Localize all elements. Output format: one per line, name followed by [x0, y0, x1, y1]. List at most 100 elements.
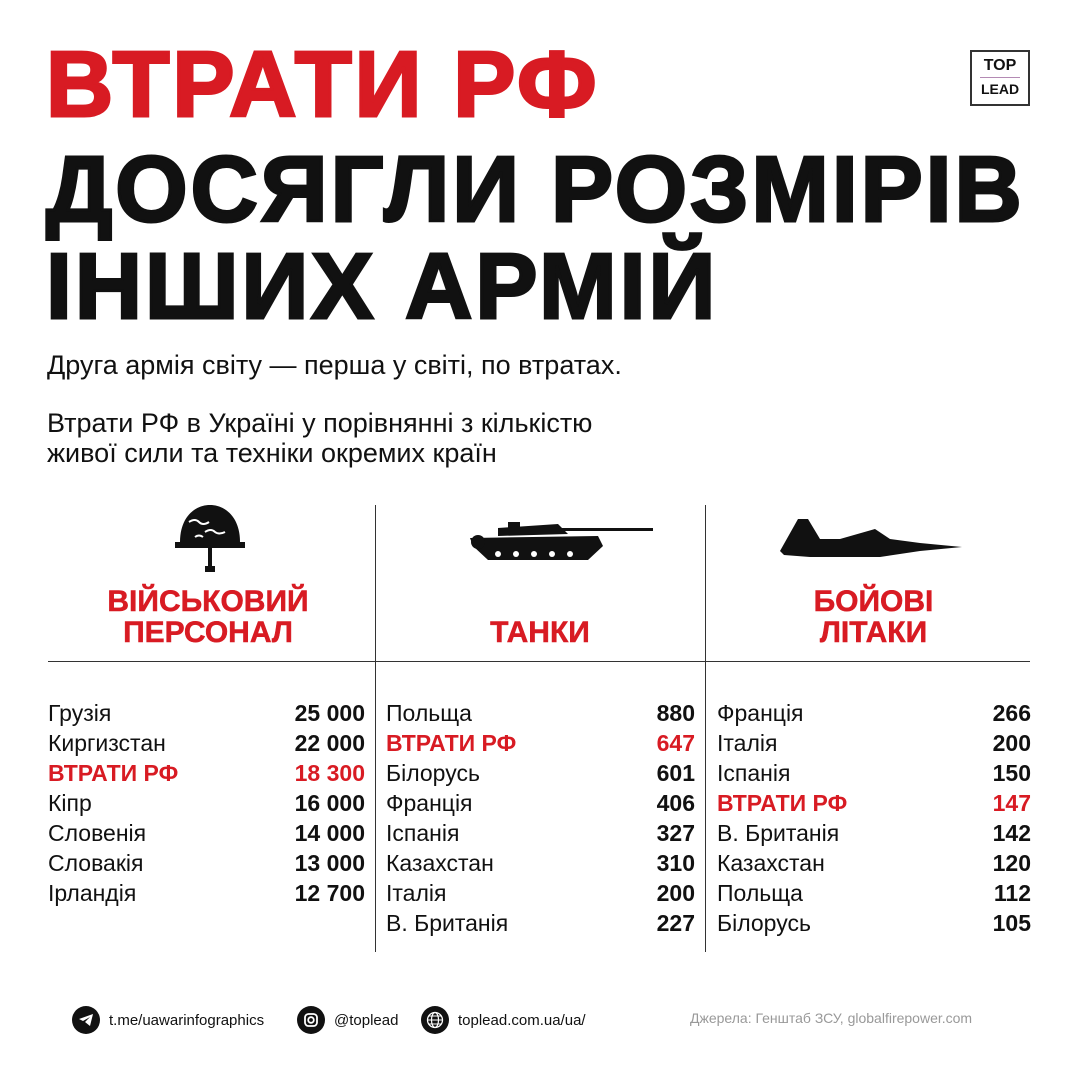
- value: 647: [656, 730, 695, 756]
- value: 105: [992, 910, 1031, 936]
- table-row: Італія 200: [717, 728, 1031, 758]
- table-row: ВТРАТИ РФ 147: [717, 788, 1031, 818]
- table-row: Польща 880: [386, 698, 695, 728]
- country-name: Польща: [386, 700, 472, 726]
- sources: Джерела: Генштаб ЗСУ, globalfirepower.co…: [690, 1010, 973, 1026]
- value: 142: [992, 820, 1031, 846]
- country-name: Словакія: [48, 850, 144, 876]
- telegram-link[interactable]: t.me/uawarinfographics: [109, 1011, 265, 1029]
- value: 200: [992, 730, 1031, 756]
- value: 120: [992, 850, 1031, 876]
- value: 880: [656, 700, 695, 726]
- table-row: Франція 406: [386, 788, 695, 818]
- country-name: Франція: [717, 700, 804, 726]
- value: 22 000: [294, 730, 365, 756]
- table-row: Казахстан 310: [386, 848, 695, 878]
- table-row: Іспанія 327: [386, 818, 695, 848]
- country-name: Франція: [386, 790, 473, 816]
- value: 112: [993, 880, 1031, 906]
- table-row: Киргизстан 22 000: [48, 728, 365, 758]
- footer-telegram[interactable]: t.me/uawarinfographics: [72, 1005, 264, 1035]
- table-row: Білорусь 601: [386, 758, 695, 788]
- category-tanks: ТАНКИ: [490, 616, 590, 649]
- table-row: Ірландія 12 700: [48, 878, 365, 908]
- title-line-3: ІНШИХ АРМІЙ: [44, 234, 719, 338]
- value: 16 000: [294, 790, 365, 816]
- instagram-icon: [297, 1006, 325, 1034]
- title-line-1: ВТРАТИ РФ: [45, 32, 600, 136]
- country-name: Польща: [717, 880, 803, 906]
- table-row: Грузія 25 000: [48, 698, 365, 728]
- website-link[interactable]: toplead.com.ua/ua/: [458, 1011, 586, 1029]
- footer-instagram[interactable]: @toplead: [297, 1005, 398, 1035]
- country-name: Італія: [717, 730, 778, 756]
- value: 147: [992, 790, 1031, 816]
- toplead-logo: TOP LEAD: [970, 50, 1030, 106]
- table-row: ВТРАТИ РФ 647: [386, 728, 695, 758]
- value: 227: [656, 910, 695, 936]
- logo-bottom: LEAD: [980, 81, 1020, 97]
- column-divider: [375, 505, 376, 952]
- value: 14 000: [294, 820, 365, 846]
- table-row: Польща 112: [717, 878, 1031, 908]
- table-row: Італія 200: [386, 878, 695, 908]
- aircraft-list: Франція 266 Італія 200 Іспанія 150 ВТРАТИ РФ 14…: [717, 698, 1031, 938]
- personnel-list: Грузія 25 000 Киргизстан 22 000 ВТРАТИ РФ 18 …: [48, 698, 365, 908]
- value: 601: [656, 760, 695, 786]
- country-name: Казахстан: [717, 850, 825, 876]
- table-row: В. Британія 227: [386, 908, 695, 938]
- table-row: Франція 266: [717, 698, 1031, 728]
- value: 200: [656, 880, 695, 906]
- column-divider: [705, 505, 706, 952]
- country-name: Грузія: [48, 700, 112, 726]
- country-name: В. Британія: [717, 820, 840, 846]
- country-name: Білорусь: [386, 760, 480, 786]
- fighter-jet-icon: [780, 519, 962, 557]
- country-name: Білорусь: [717, 910, 811, 936]
- table-row: Кіпр 16 000: [48, 788, 365, 818]
- tanks-list: Польща 880 ВТРАТИ РФ 647 Білорусь 601 Франція 4…: [386, 698, 695, 938]
- country-name: ВТРАТИ РФ: [48, 760, 179, 786]
- logo-top: TOP: [980, 57, 1020, 78]
- header-divider: [48, 661, 1030, 662]
- helmet-icon: [175, 505, 245, 572]
- country-name: Іспанія: [386, 820, 460, 846]
- country-name: Кіпр: [48, 790, 92, 816]
- value: 266: [992, 700, 1031, 726]
- country-name: Ірландія: [48, 880, 137, 906]
- table-row: В. Британія 142: [717, 818, 1031, 848]
- table-row: Білорусь 105: [717, 908, 1031, 938]
- category-personnel: ВІЙСЬКОВИЙ ПЕРСОНАЛ: [107, 585, 309, 649]
- value: 13 000: [294, 850, 365, 876]
- title-line-2: ДОСЯГЛИ РОЗМІРІВ: [45, 137, 1025, 241]
- subtitle: Друга армія світу — перша у світі, по вт…: [47, 350, 622, 380]
- description-line-1: Втрати РФ в Україні у порівнянні з кільк…: [47, 408, 593, 438]
- category-aircraft: БОЙОВІ ЛІТАКИ: [813, 585, 934, 649]
- footer-website[interactable]: toplead.com.ua/ua/: [421, 1005, 586, 1035]
- value: 25 000: [294, 700, 365, 726]
- value: 12 700: [294, 880, 365, 906]
- value: 18 300: [294, 760, 365, 786]
- country-name: Італія: [386, 880, 447, 906]
- value: 406: [656, 790, 695, 816]
- table-row: Словенія 14 000: [48, 818, 365, 848]
- table-row: Словакія 13 000: [48, 848, 365, 878]
- table-row: ВТРАТИ РФ 18 300: [48, 758, 365, 788]
- description-line-2: живої сили та техніки окремих країн: [47, 438, 497, 468]
- globe-icon: [421, 1006, 449, 1034]
- value: 327: [656, 820, 695, 846]
- value: 150: [992, 760, 1031, 786]
- tank-icon: [470, 522, 653, 560]
- country-name: Словенія: [48, 820, 147, 846]
- country-name: Киргизстан: [48, 730, 166, 756]
- country-name: ВТРАТИ РФ: [717, 790, 848, 816]
- country-name: Казахстан: [386, 850, 494, 876]
- table-row: Казахстан 120: [717, 848, 1031, 878]
- country-name: Іспанія: [717, 760, 791, 786]
- table-row: Іспанія 150: [717, 758, 1031, 788]
- country-name: ВТРАТИ РФ: [386, 730, 517, 756]
- telegram-icon: [72, 1006, 100, 1034]
- instagram-link[interactable]: @toplead: [334, 1011, 399, 1029]
- value: 310: [656, 850, 695, 876]
- country-name: В. Британія: [386, 910, 509, 936]
